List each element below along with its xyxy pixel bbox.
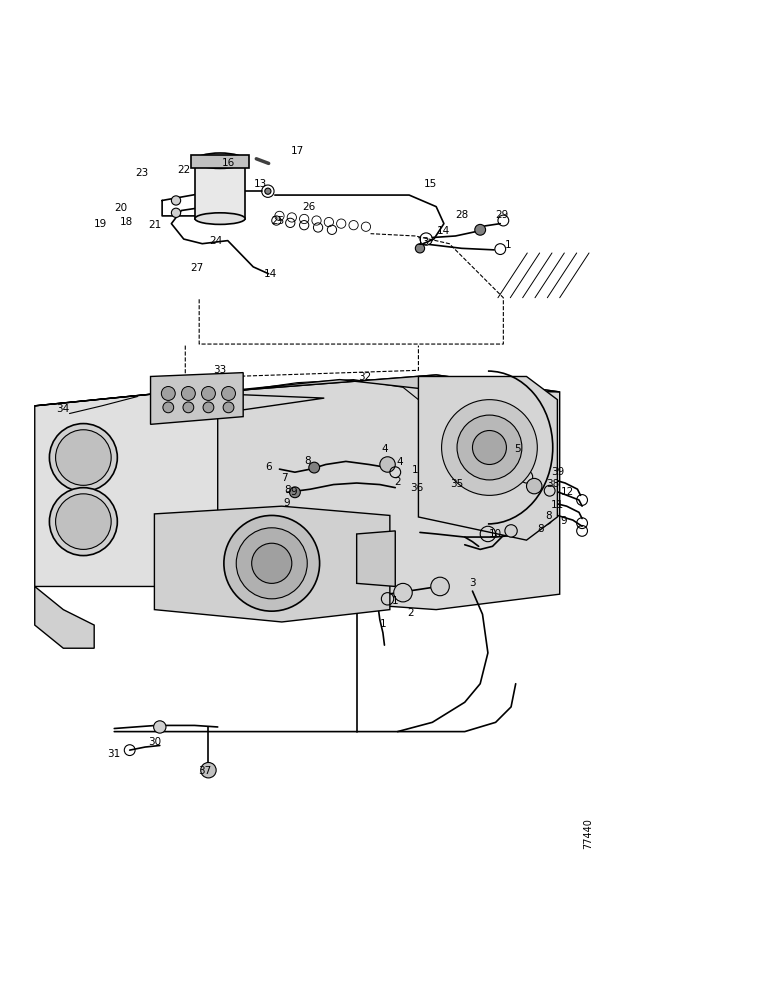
Text: 36: 36 — [410, 483, 424, 493]
Text: 18: 18 — [120, 217, 134, 227]
Text: 1: 1 — [412, 465, 418, 475]
Text: 2: 2 — [394, 477, 401, 487]
Polygon shape — [35, 586, 94, 648]
Polygon shape — [154, 506, 390, 622]
Circle shape — [236, 528, 307, 599]
Text: 37: 37 — [198, 766, 212, 776]
Text: 1: 1 — [505, 240, 511, 250]
Circle shape — [252, 543, 292, 583]
Polygon shape — [418, 376, 557, 540]
Text: 12: 12 — [560, 487, 574, 497]
Text: 28: 28 — [455, 210, 469, 220]
Text: 27: 27 — [190, 263, 204, 273]
Text: 24: 24 — [209, 236, 223, 246]
Text: 26: 26 — [302, 202, 316, 212]
Circle shape — [56, 494, 111, 549]
Circle shape — [203, 402, 214, 413]
Circle shape — [183, 402, 194, 413]
Text: 1: 1 — [380, 619, 386, 629]
Circle shape — [154, 721, 166, 733]
Circle shape — [431, 577, 449, 596]
Text: 8: 8 — [284, 485, 290, 495]
Text: 8: 8 — [545, 511, 551, 521]
Circle shape — [224, 515, 320, 611]
Bar — [191, 155, 249, 168]
Text: 2: 2 — [408, 608, 414, 618]
Text: 30: 30 — [147, 737, 161, 747]
Text: 77440: 77440 — [584, 818, 593, 849]
Text: 17: 17 — [290, 146, 304, 156]
Text: 32: 32 — [357, 372, 371, 382]
Circle shape — [290, 487, 300, 498]
Circle shape — [201, 387, 215, 400]
Text: 15: 15 — [424, 179, 438, 189]
Text: 35: 35 — [450, 479, 464, 489]
Text: 1: 1 — [392, 596, 398, 606]
Text: 19: 19 — [93, 219, 107, 229]
Circle shape — [265, 188, 271, 194]
Text: 13: 13 — [416, 237, 430, 247]
Text: 9: 9 — [284, 498, 290, 508]
Circle shape — [49, 488, 117, 556]
Circle shape — [380, 457, 395, 472]
Text: 9: 9 — [290, 487, 296, 497]
Text: 14: 14 — [263, 269, 277, 279]
Text: 34: 34 — [56, 404, 69, 414]
Circle shape — [527, 478, 542, 494]
Polygon shape — [357, 531, 395, 586]
Circle shape — [56, 430, 111, 485]
Text: 20: 20 — [113, 203, 127, 213]
Circle shape — [222, 387, 235, 400]
Circle shape — [475, 224, 486, 235]
Text: 33: 33 — [213, 365, 227, 375]
Text: 6: 6 — [266, 462, 272, 472]
Circle shape — [161, 387, 175, 400]
Text: 38: 38 — [546, 479, 560, 489]
Circle shape — [181, 387, 195, 400]
Circle shape — [415, 244, 425, 253]
Text: 31: 31 — [107, 749, 121, 759]
Text: 7: 7 — [281, 473, 287, 483]
Circle shape — [223, 402, 234, 413]
Polygon shape — [35, 392, 218, 586]
Circle shape — [201, 762, 216, 778]
Text: 3: 3 — [469, 578, 476, 588]
Text: 21: 21 — [147, 220, 161, 230]
Circle shape — [309, 462, 320, 473]
Text: 25: 25 — [271, 216, 285, 226]
Text: 8: 8 — [537, 524, 543, 534]
Text: 16: 16 — [222, 158, 235, 168]
Ellipse shape — [195, 153, 245, 168]
Text: 23: 23 — [135, 168, 149, 178]
Circle shape — [163, 402, 174, 413]
Text: 22: 22 — [177, 165, 191, 175]
Text: 13: 13 — [254, 179, 268, 189]
Text: 4: 4 — [397, 457, 403, 467]
Text: 29: 29 — [495, 210, 509, 220]
Text: 4: 4 — [381, 444, 388, 454]
Polygon shape — [151, 373, 243, 424]
Polygon shape — [218, 375, 560, 392]
Circle shape — [457, 415, 522, 480]
Circle shape — [49, 424, 117, 492]
Circle shape — [442, 400, 537, 495]
Polygon shape — [35, 392, 324, 414]
Text: 8: 8 — [304, 456, 310, 466]
Polygon shape — [218, 375, 560, 610]
Circle shape — [171, 208, 181, 217]
Circle shape — [171, 196, 181, 205]
Text: 11: 11 — [550, 500, 564, 510]
Text: 10: 10 — [489, 529, 503, 539]
Text: 39: 39 — [550, 467, 564, 477]
Circle shape — [472, 431, 506, 464]
Ellipse shape — [195, 213, 245, 224]
Circle shape — [505, 525, 517, 537]
Bar — [195, 161, 245, 219]
Text: 9: 9 — [560, 516, 567, 526]
Text: 5: 5 — [514, 444, 520, 454]
Circle shape — [394, 583, 412, 602]
Text: 14: 14 — [437, 226, 451, 236]
